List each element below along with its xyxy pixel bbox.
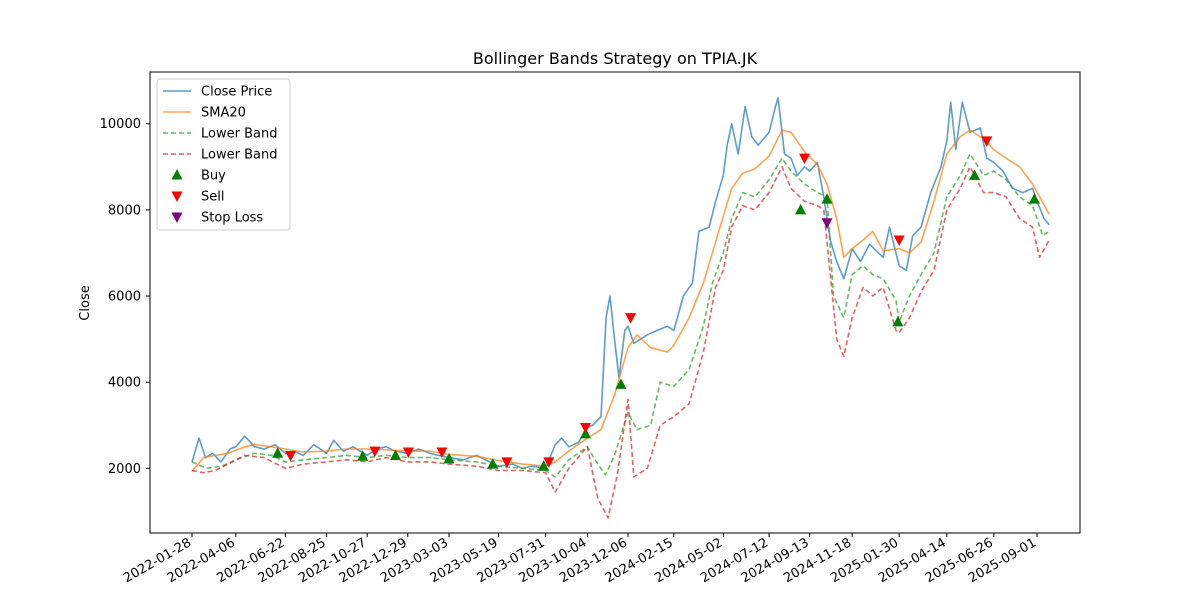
series-line-0 <box>191 97 1050 470</box>
legend-box <box>156 78 291 231</box>
buy-marker <box>615 378 627 389</box>
sell-marker <box>625 313 637 324</box>
chart-title: Bollinger Bands Strategy on TPIA.JK <box>473 49 758 68</box>
sell-marker <box>543 457 555 468</box>
legend-marker <box>171 169 183 180</box>
legend-label: Lower Band <box>201 148 277 163</box>
sell-marker <box>501 457 513 468</box>
buy-marker <box>357 450 369 461</box>
y-tick-label: 2000 <box>108 462 141 477</box>
sell-marker <box>436 447 448 459</box>
legend-label: Stop Loss <box>201 211 263 226</box>
buy-marker <box>538 460 550 471</box>
stop-loss-marker <box>821 218 833 229</box>
y-axis: 2000 4000 6000 8000 10000 <box>100 117 150 477</box>
buy-marker <box>272 447 284 458</box>
buy-marker <box>892 315 904 327</box>
legend-label: Buy <box>201 169 226 184</box>
legend: Close Price SMA20 Lower Band Lower Band Buy S… <box>156 78 291 231</box>
y-axis-label: Close <box>78 285 93 320</box>
legend-label: Lower Band <box>201 127 277 142</box>
sell-marker <box>798 153 810 165</box>
legend-marker <box>171 191 183 202</box>
series-line-2 <box>191 153 1050 478</box>
sell-marker <box>580 422 592 434</box>
sell-marker <box>285 450 297 462</box>
legend-label: Close Price <box>201 85 272 100</box>
marker-layer <box>272 136 1040 471</box>
legend-label: Sell <box>201 190 224 205</box>
x-axis: 2022-01-282022-04-062022-06-222022-08-25… <box>121 533 1039 586</box>
y-tick-label: 10000 <box>100 117 141 132</box>
buy-marker <box>390 449 402 460</box>
sell-marker <box>893 235 905 247</box>
plot-frame <box>149 71 1081 534</box>
legend-label: SMA20 <box>201 106 246 121</box>
buy-marker <box>487 458 499 469</box>
buy-marker <box>1028 193 1040 204</box>
sell-marker <box>369 446 381 458</box>
series-line-3 <box>191 166 1050 519</box>
legend-marker <box>171 212 183 223</box>
series-layer <box>191 97 1050 519</box>
y-tick-label: 6000 <box>108 290 141 305</box>
y-tick-label: 8000 <box>108 203 141 218</box>
buy-marker <box>821 193 833 204</box>
sell-marker <box>402 447 414 459</box>
sell-marker <box>981 136 993 147</box>
y-tick-label: 4000 <box>108 376 141 391</box>
buy-marker <box>969 169 981 180</box>
buy-marker <box>795 203 807 215</box>
buy-marker <box>443 452 455 464</box>
series-line-1 <box>191 129 1050 472</box>
